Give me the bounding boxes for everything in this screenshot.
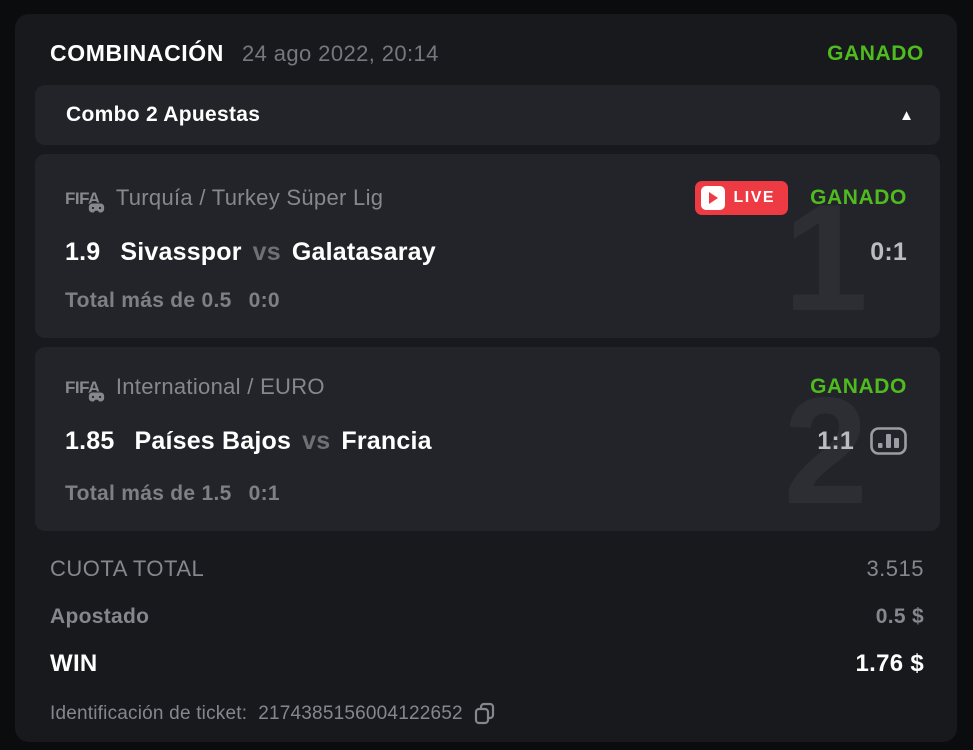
- market-name: Total más de 1.5: [65, 482, 232, 505]
- chevron-up-icon[interactable]: ▲: [899, 106, 914, 124]
- match-score: 1:1: [817, 426, 854, 455]
- fifa-esports-icon: FIFA: [65, 190, 105, 213]
- market-score: 0:0: [248, 289, 280, 312]
- bet-slip-header: COMBINACIÓN 24 ago 2022, 20:14 GANADO: [15, 14, 957, 85]
- total-odds-value: 3.515: [866, 556, 924, 581]
- combo-label: Combo 2 Apuestas: [66, 103, 261, 126]
- bet-2-status: GANADO: [810, 375, 907, 398]
- combo-collapse-bar[interactable]: Combo 2 Apuestas ▲: [35, 85, 940, 145]
- win-label: WIN: [50, 650, 98, 677]
- live-label: LIVE: [733, 189, 776, 206]
- bet-datetime: 24 ago 2022, 20:14: [241, 40, 439, 66]
- bet-1-status: GANADO: [810, 186, 907, 209]
- bet-2-odds: 1.85: [65, 426, 115, 455]
- fifa-esports-icon: FIFA: [65, 379, 105, 402]
- match-score: 0:1: [870, 237, 907, 266]
- win-value: 1.76 $: [855, 650, 924, 677]
- home-team: Países Bajos: [134, 426, 292, 455]
- ticket-id-row: Identificación de ticket: 21743851560041…: [50, 702, 924, 725]
- ticket-id-value: 2174385156004122652: [258, 702, 463, 724]
- match-row: 1.85 Países Bajos vs Francia 1:1: [65, 427, 907, 456]
- market-name: Total más de 0.5: [65, 289, 232, 312]
- bet-type-title: COMBINACIÓN: [50, 40, 224, 66]
- away-team: Galatasaray: [291, 237, 436, 266]
- vs-label: vs: [252, 237, 281, 266]
- bet-slip-card: COMBINACIÓN 24 ago 2022, 20:14 GANADO Co…: [15, 14, 957, 742]
- gamepad-icon: [87, 391, 105, 402]
- bet-index-watermark: 2: [783, 366, 868, 531]
- market-row: Total más de 1.5 0:1: [65, 482, 907, 506]
- league-row: FIFA International / EURO GANADO: [65, 374, 907, 402]
- total-odds-row: CUOTA TOTAL 3.515: [50, 556, 924, 582]
- play-icon: [700, 186, 725, 210]
- win-row: WIN 1.76 $: [50, 650, 924, 678]
- bet-card-2: 2 FIFA International / EURO GANADO 1.85 …: [35, 347, 940, 531]
- gamepad-icon: [87, 202, 105, 213]
- bet-card-1: 1 FIFA Turquía / Turkey Süper Lig LIVE G…: [35, 154, 940, 338]
- home-team: Sivasspor: [120, 237, 242, 266]
- stake-row: Apostado 0.5 $: [50, 605, 924, 629]
- match-row: 1.9 Sivasspor vs Galatasaray 0:1: [65, 238, 907, 267]
- copy-icon[interactable]: [474, 702, 495, 725]
- market-score: 0:1: [248, 482, 280, 505]
- market-row: Total más de 0.5 0:0: [65, 289, 907, 313]
- bet-index-watermark: 1: [783, 173, 868, 338]
- live-badge[interactable]: LIVE: [694, 181, 789, 215]
- match-stats-icon[interactable]: [870, 427, 907, 455]
- bet-summary: CUOTA TOTAL 3.515 Apostado 0.5 $ WIN 1.7…: [15, 540, 957, 725]
- stake-label: Apostado: [50, 605, 150, 628]
- total-odds-label: CUOTA TOTAL: [50, 556, 205, 581]
- stake-value: 0.5 $: [875, 605, 924, 628]
- vs-label: vs: [302, 426, 331, 455]
- bet-1-odds: 1.9: [65, 237, 101, 266]
- league-row: FIFA Turquía / Turkey Süper Lig LIVE GAN…: [65, 181, 907, 215]
- away-team: Francia: [341, 426, 432, 455]
- league-name: International / EURO: [115, 374, 325, 399]
- ticket-id-label: Identificación de ticket:: [50, 702, 248, 724]
- bet-status-badge: GANADO: [827, 41, 924, 65]
- league-name: Turquía / Turkey Süper Lig: [115, 185, 384, 210]
